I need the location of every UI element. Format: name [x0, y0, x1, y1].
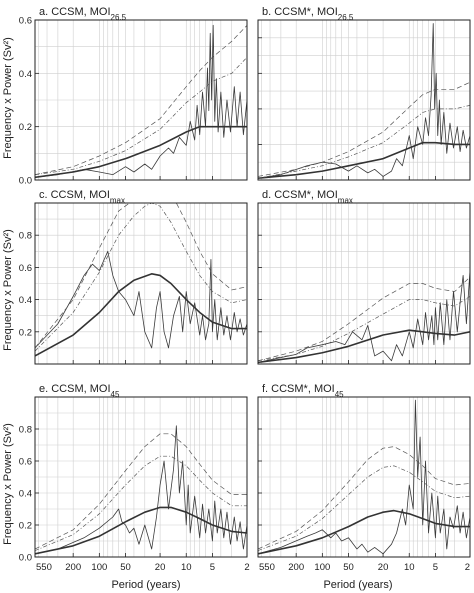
y-tick-label: 0.2: [19, 521, 32, 532]
panel-title: c. CCSM, MOImax: [39, 189, 125, 205]
panel-title-main: b. CCSM*, MOI: [262, 6, 338, 18]
x-tick-label: 100: [314, 562, 330, 573]
y-tick-label: 0.4: [19, 489, 32, 500]
x-tick-label: 550: [36, 562, 52, 573]
y-tick-label: 0.2: [19, 122, 32, 133]
x-tick-label: 200: [288, 562, 304, 573]
series-spectrum: [258, 270, 470, 363]
panel-title-subscript: max: [110, 196, 125, 205]
panel-6: 550 200 100 50 20 10 5 2 f. CCSM*, MOI45: [257, 383, 471, 573]
panel-title-subscript: 26.5: [111, 13, 127, 22]
series-upper-confidence: [35, 433, 247, 550]
y-axis-label-middle: Frequency x Power (Sv²): [2, 229, 14, 351]
y-tick-label: 0.6: [19, 16, 32, 27]
series-upper-confidence: [258, 81, 470, 177]
series-upper-confidence: [258, 446, 470, 550]
series-background: [35, 273, 247, 357]
panel-title-subscript: 45: [335, 390, 344, 399]
series-lower-confidence: [258, 104, 470, 179]
series-spectrum: [35, 250, 247, 349]
x-tick-label: 5: [433, 562, 438, 573]
y-tick-label: 0.0: [19, 553, 32, 564]
panel-title-main: c. CCSM, MOI: [39, 189, 110, 201]
grid: [258, 202, 470, 365]
panel-title-subscript: 45: [111, 390, 120, 399]
series-lower-confidence: [258, 296, 470, 362]
y-axis-label-top: Frequency x Power (Sv²): [2, 37, 14, 159]
panel-title: f. CCSM*, MOI45: [262, 383, 344, 399]
x-tick-label: 550: [259, 562, 275, 573]
plot-frame: [257, 396, 471, 558]
series-lower-confidence: [35, 57, 247, 176]
y-tick-label: 0.2: [19, 327, 32, 338]
y-tick-label: 0.6: [19, 457, 32, 468]
panel-title-subscript: max: [338, 196, 353, 205]
panel-title-main: d. CCSM*, MOI: [262, 189, 338, 201]
x-tick-label: 100: [91, 562, 107, 573]
plot-frame: [34, 396, 248, 558]
grid: [258, 396, 470, 558]
series-upper-confidence: [35, 203, 247, 349]
plot-frame: [34, 202, 248, 365]
panel-title: b. CCSM*, MOI26.5: [262, 6, 354, 22]
grid: [258, 19, 470, 181]
series-background: [258, 329, 470, 364]
y-axis-label-bottom: Frequency x Power (Sv²): [2, 423, 14, 545]
series-background: [258, 141, 470, 180]
x-tick-label: 10: [181, 562, 192, 573]
y-tick-label: 0.6: [19, 263, 32, 274]
series-lower-confidence: [35, 203, 247, 352]
panel-title: a. CCSM, MOI26.5: [39, 6, 127, 22]
plot-frame: [257, 202, 471, 365]
panel-title: e. CCSM, MOI45: [39, 383, 120, 399]
x-tick-label: 2: [465, 562, 470, 573]
panel-title-main: a. CCSM, MOI: [39, 6, 111, 18]
x-tick-label: 10: [404, 562, 415, 573]
x-axis-label-right: Period (years): [323, 579, 392, 591]
panel-2: b. CCSM*, MOI26.5: [257, 6, 471, 181]
y-tick-label: 0.0: [19, 176, 32, 187]
panel-title-main: f. CCSM*, MOI: [262, 383, 335, 395]
panel-title-subscript: 26.5: [338, 13, 354, 22]
y-tick-label: 0.4: [19, 69, 32, 80]
plot-frame: [34, 19, 248, 181]
grid: [35, 396, 247, 558]
y-tick-label: 0.8: [19, 425, 32, 436]
panel-title-main: e. CCSM, MOI: [39, 383, 111, 395]
x-tick-label: 20: [155, 562, 166, 573]
panel-1: 0.0 0.2 0.4 0.6 a. CCSM, MOI26.5: [19, 6, 248, 187]
series-background: [35, 125, 247, 179]
series-spectrum: [258, 23, 470, 179]
panel-5: 0.0 0.2 0.4 0.6 0.8 550 200 100 50 20 10 5 2 e. CCSM,…: [19, 383, 250, 573]
series-spectrum: [35, 24, 247, 178]
x-tick-label: 2: [244, 562, 249, 573]
series-spectrum: [258, 399, 470, 555]
x-tick-label: 5: [210, 562, 215, 573]
y-tick-label: 0.4: [19, 295, 32, 306]
series-lower-confidence: [35, 455, 247, 551]
plot-frame: [257, 19, 471, 181]
series-background: [35, 506, 247, 555]
panel-3: 0.2 0.4 0.6 0.8 c. CCSM, MOImax: [19, 189, 248, 365]
series-background: [258, 509, 470, 555]
x-tick-label: 50: [120, 562, 131, 573]
x-tick-label: 20: [378, 562, 389, 573]
y-tick-label: 0.8: [19, 231, 32, 242]
panel-4: d. CCSM*, MOImax: [257, 189, 471, 365]
x-tick-label: 200: [65, 562, 81, 573]
panel-title: d. CCSM*, MOImax: [262, 189, 353, 205]
grid: [35, 202, 247, 365]
series-upper-confidence: [258, 276, 470, 362]
x-axis-label-left: Period (years): [111, 579, 180, 591]
x-tick-label: 50: [343, 562, 354, 573]
